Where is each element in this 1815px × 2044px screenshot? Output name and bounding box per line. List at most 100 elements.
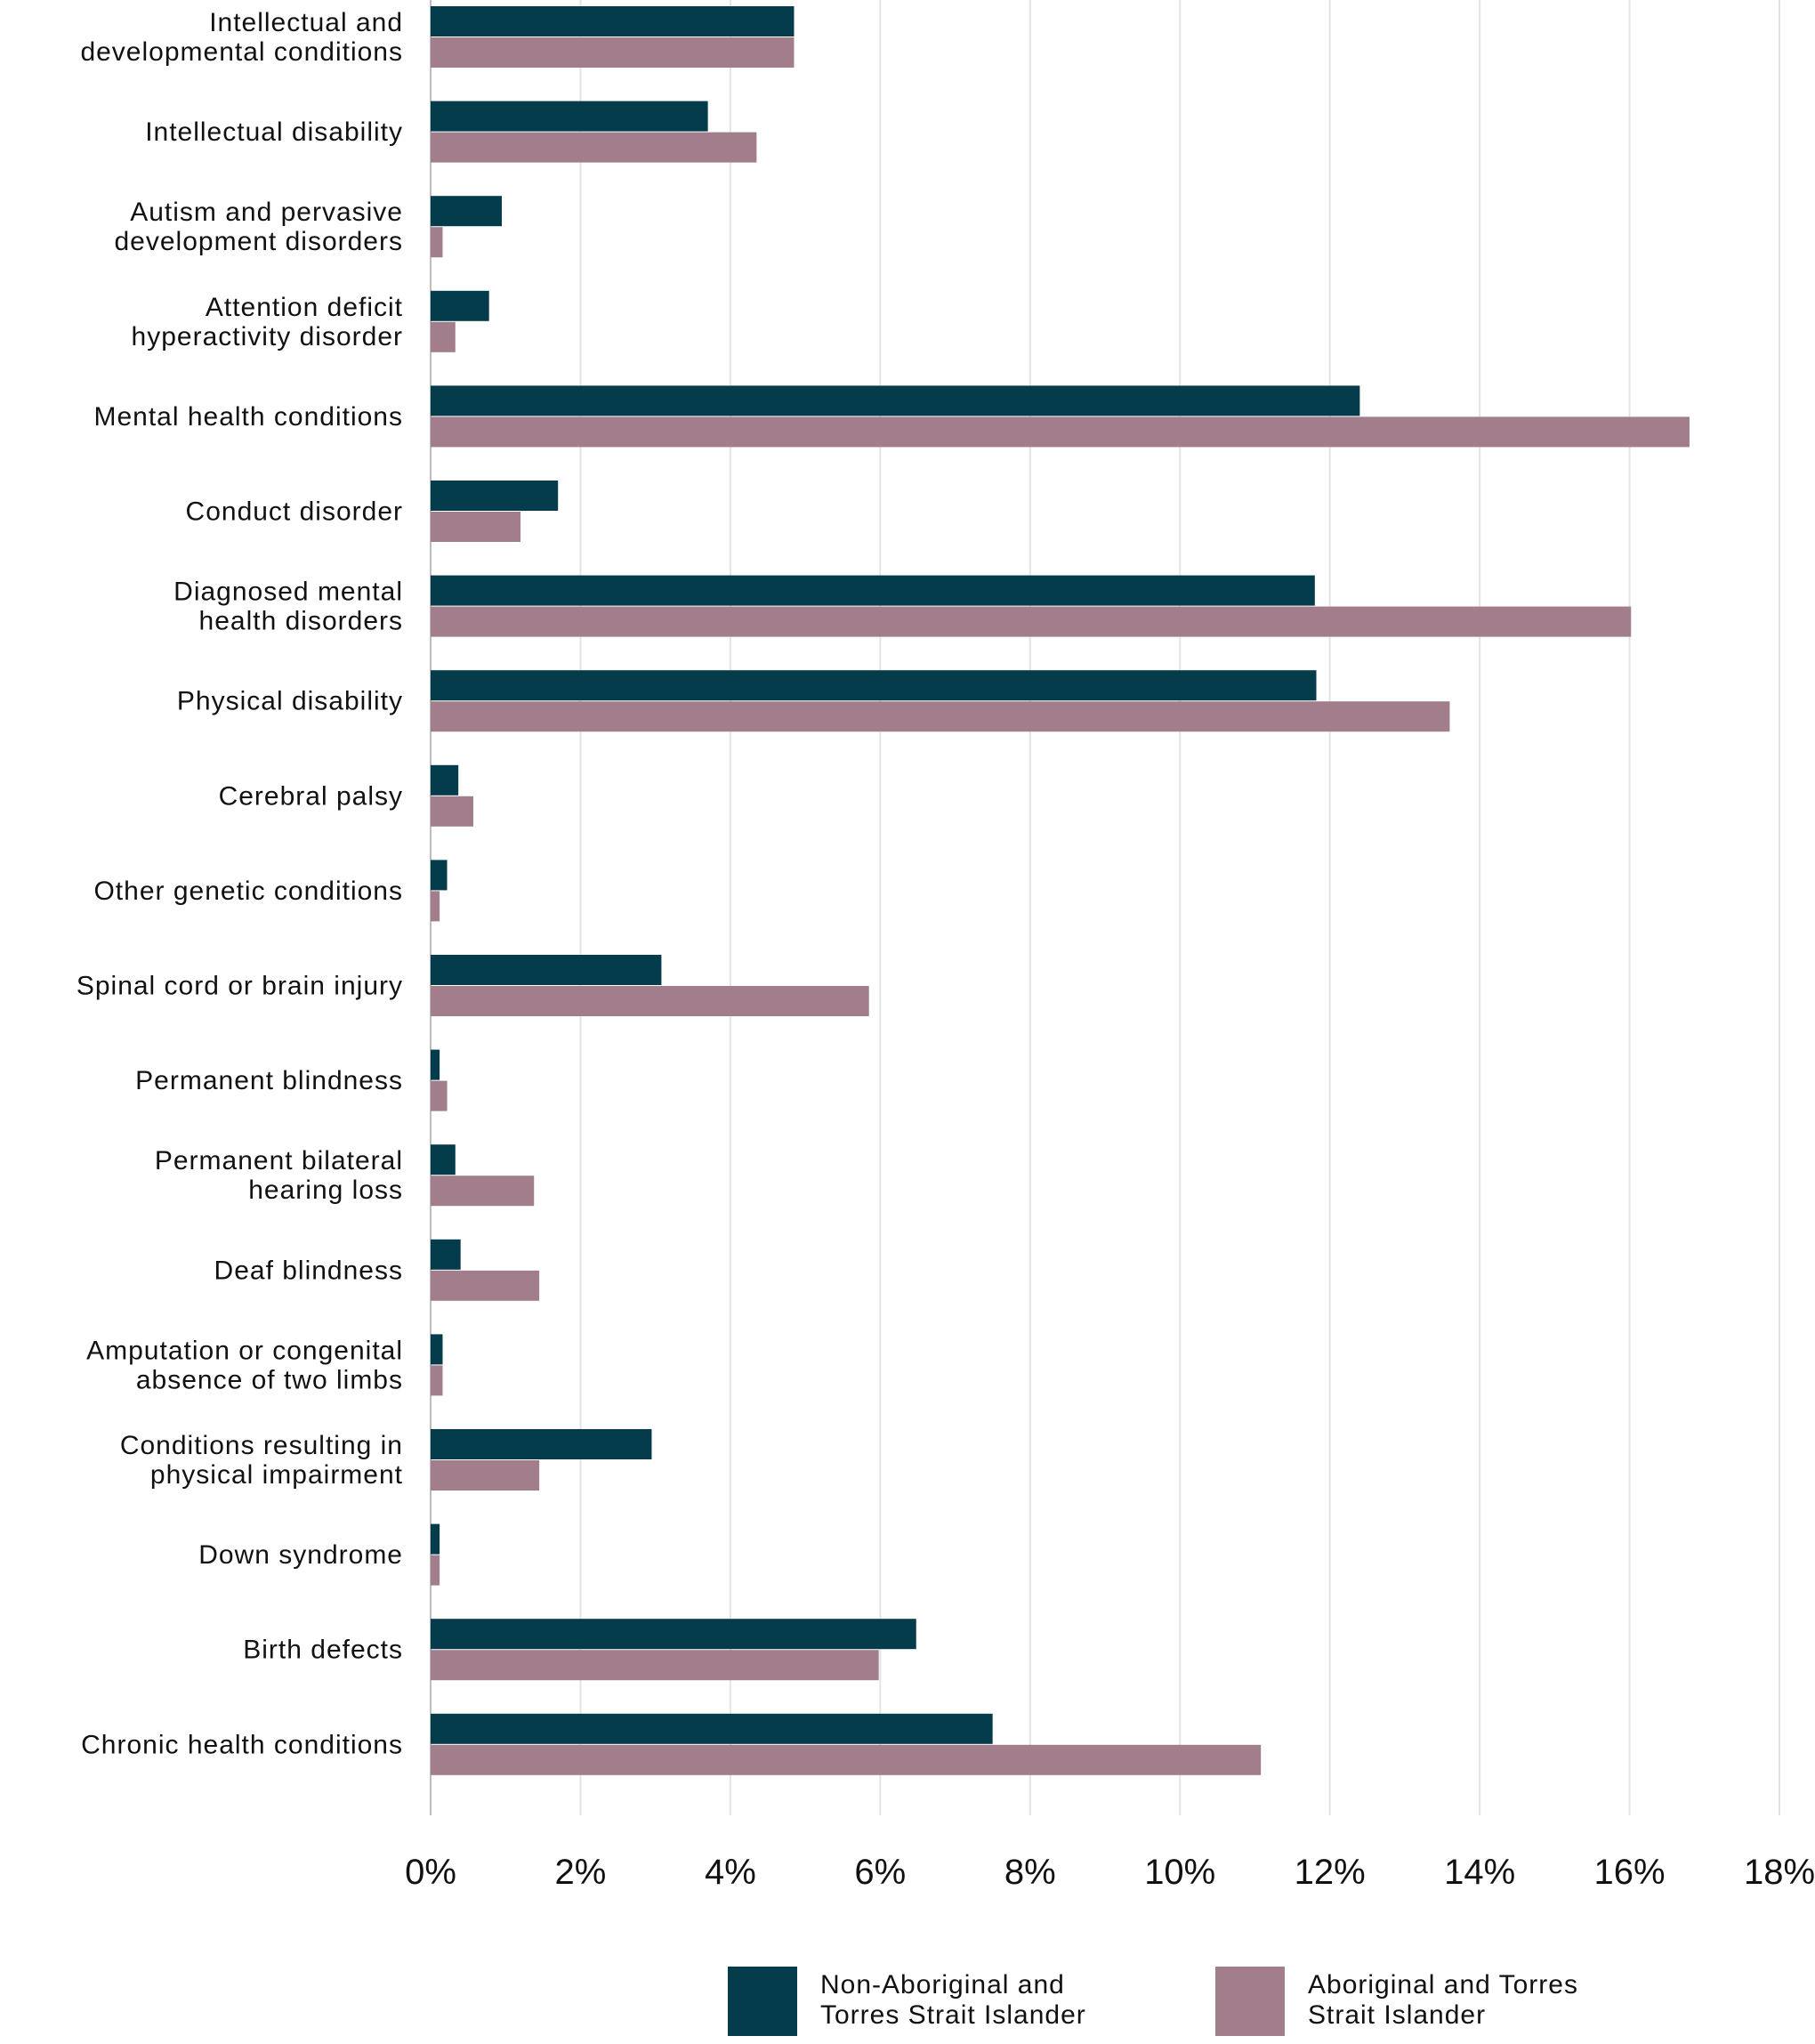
category-label-line: physical impairment bbox=[150, 1460, 403, 1490]
x-tick-label: 14% bbox=[1444, 1853, 1515, 1892]
category-label-line: Intellectual disability bbox=[145, 117, 403, 147]
bar-non-aboriginal bbox=[431, 101, 708, 132]
category-label: Down syndrome bbox=[198, 1540, 403, 1570]
category-label-line: Conduct disorder bbox=[186, 497, 403, 527]
legend-label-line: Non-Aboriginal and bbox=[820, 1970, 1065, 2000]
category-label-line: Permanent bilateral bbox=[155, 1146, 403, 1176]
category-label: Birth defects bbox=[243, 1636, 403, 1665]
bar-non-aboriginal bbox=[431, 1334, 443, 1365]
category-label-line: Diagnosed mental bbox=[173, 578, 403, 607]
bar-aboriginal bbox=[431, 1744, 1262, 1775]
bar-non-aboriginal bbox=[431, 1239, 461, 1270]
bar-aboriginal bbox=[431, 1555, 440, 1586]
category-label-line: Amputation or congenital bbox=[86, 1336, 403, 1365]
category-label-line: hearing loss bbox=[248, 1176, 403, 1205]
category-label: Diagnosed mental health disorders bbox=[173, 578, 403, 636]
category-label-line: Intellectual and bbox=[209, 8, 403, 37]
bar-non-aboriginal bbox=[431, 955, 662, 985]
legend-item-non-aboriginal: Non-Aboriginal and Torres Strait Islande… bbox=[728, 1967, 1141, 2036]
category-label-line: hyperactivity disorder bbox=[132, 322, 403, 351]
legend-label-line: Strait Islander bbox=[1308, 2000, 1487, 2030]
bar-non-aboriginal bbox=[431, 670, 1317, 701]
category-label-line: Cerebral palsy bbox=[219, 781, 403, 811]
bar-aboriginal bbox=[431, 891, 440, 922]
bar-aboriginal bbox=[431, 512, 521, 542]
legend-label-non-aboriginal: Non-Aboriginal and Torres Strait Islande… bbox=[820, 1970, 1141, 2031]
x-tick-label: 2% bbox=[555, 1853, 607, 1892]
bar-aboriginal bbox=[431, 986, 869, 1016]
legend-label-line: Aboriginal and Torres bbox=[1308, 1970, 1578, 2000]
x-tick-label: 10% bbox=[1144, 1853, 1215, 1892]
bar-aboriginal bbox=[431, 1080, 448, 1111]
x-tick-label: 8% bbox=[1004, 1853, 1056, 1892]
bar-non-aboriginal bbox=[431, 1144, 456, 1176]
bar-non-aboriginal bbox=[431, 1049, 440, 1080]
x-tick-label: 6% bbox=[854, 1853, 906, 1892]
bar-non-aboriginal bbox=[431, 481, 559, 511]
category-label: Cerebral palsy bbox=[219, 781, 403, 811]
bar-aboriginal bbox=[431, 1176, 535, 1207]
bar-non-aboriginal bbox=[431, 290, 489, 321]
x-tick-label: 0% bbox=[405, 1853, 456, 1892]
category-label: Attention deficit hyperactivity disorder bbox=[132, 293, 403, 351]
gridlines bbox=[430, 0, 1780, 1815]
bar-non-aboriginal bbox=[431, 1713, 993, 1744]
category-label-line: Other genetic conditions bbox=[93, 877, 403, 906]
bar-aboriginal bbox=[431, 37, 795, 68]
bar-aboriginal bbox=[431, 1365, 443, 1396]
bar-aboriginal bbox=[431, 1270, 540, 1301]
bar-aboriginal bbox=[431, 606, 1632, 637]
bar-non-aboriginal bbox=[431, 575, 1315, 606]
category-label-line: Attention deficit bbox=[206, 293, 403, 322]
category-label-line: Physical disability bbox=[177, 687, 403, 716]
x-tick-label: 16% bbox=[1594, 1853, 1666, 1892]
bar-non-aboriginal bbox=[431, 196, 503, 227]
category-label: Autism and pervasive development disorder… bbox=[114, 198, 403, 256]
category-label: Conditions resulting in physical impairme… bbox=[120, 1431, 403, 1490]
bar-non-aboriginal bbox=[431, 1619, 916, 1650]
category-label-line: Autism and pervasive bbox=[130, 198, 403, 227]
category-label: Deaf blindness bbox=[214, 1256, 403, 1285]
bar-aboriginal bbox=[431, 321, 456, 352]
category-label-line: Chronic health conditions bbox=[81, 1730, 403, 1759]
bar-chart: Intellectual and developmental conditions… bbox=[77, 0, 1815, 1892]
legend-swatch-aboriginal bbox=[1215, 1967, 1285, 2036]
bar-aboriginal bbox=[431, 1460, 540, 1491]
category-label-line: Mental health conditions bbox=[93, 402, 403, 432]
category-label: Conduct disorder bbox=[186, 497, 403, 527]
bar-non-aboriginal bbox=[431, 6, 795, 36]
category-label-line: Permanent blindness bbox=[135, 1066, 403, 1095]
x-tick-label: 18% bbox=[1744, 1853, 1815, 1892]
x-axis-ticks: 0% 2% 4% 6% 8% 10% 12% 14% 16% 18% bbox=[405, 1853, 1815, 1892]
category-label: Intellectual disability bbox=[145, 117, 403, 147]
bars bbox=[431, 6, 1690, 1775]
category-label: Physical disability bbox=[177, 687, 403, 716]
bar-non-aboriginal bbox=[431, 385, 1360, 416]
bar-aboriginal bbox=[431, 701, 1450, 732]
category-label-line: health disorders bbox=[199, 607, 403, 636]
legend: Non-Aboriginal and Torres Strait Islande… bbox=[0, 1967, 1815, 2038]
bar-non-aboriginal bbox=[431, 764, 459, 796]
category-label-line: Spinal cord or brain injury bbox=[77, 972, 403, 1001]
bar-aboriginal bbox=[431, 796, 474, 827]
category-label-line: Down syndrome bbox=[198, 1540, 403, 1570]
bar-aboriginal bbox=[431, 416, 1690, 448]
category-label: Spinal cord or brain injury bbox=[77, 972, 403, 1001]
category-label-line: Birth defects bbox=[243, 1636, 403, 1665]
category-label: Permanent bilateral hearing loss bbox=[155, 1146, 403, 1205]
category-label-line: absence of two limbs bbox=[136, 1365, 403, 1394]
x-tick-label: 4% bbox=[705, 1853, 756, 1892]
category-label-line: development disorders bbox=[114, 227, 403, 256]
category-label: Mental health conditions bbox=[93, 402, 403, 432]
bar-aboriginal bbox=[431, 1650, 879, 1681]
legend-label-line: Torres Strait Islander bbox=[820, 2000, 1086, 2030]
category-label: Chronic health conditions bbox=[81, 1730, 403, 1759]
legend-item-aboriginal: Aboriginal and Torres Strait Islander bbox=[1215, 1967, 1628, 2036]
bar-aboriginal bbox=[431, 227, 443, 258]
bar-aboriginal bbox=[431, 132, 757, 163]
category-label-line: Conditions resulting in bbox=[120, 1431, 403, 1460]
legend-swatch-non-aboriginal bbox=[728, 1967, 797, 2036]
category-label-line: Deaf blindness bbox=[214, 1256, 403, 1285]
category-label: Permanent blindness bbox=[135, 1066, 403, 1095]
category-label-line: developmental conditions bbox=[80, 37, 403, 67]
